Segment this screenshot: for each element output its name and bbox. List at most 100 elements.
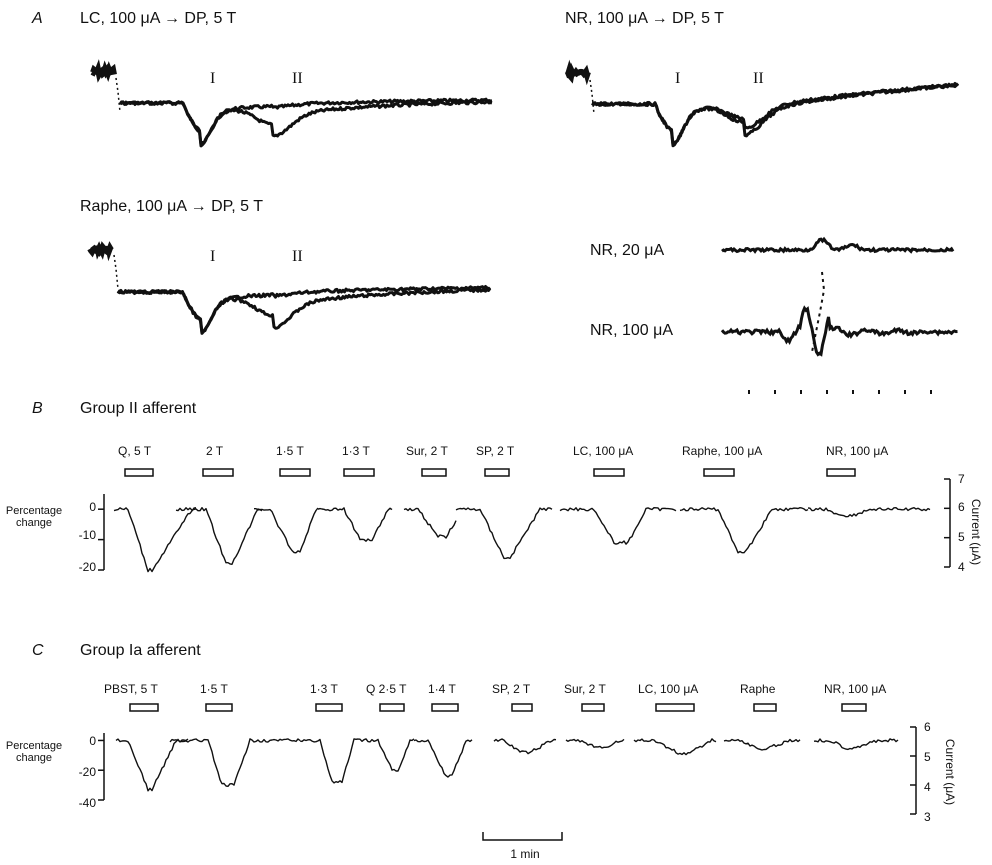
stim-label-c-5: SP, 2 T: [492, 682, 531, 696]
c-ylabel-left-line-1: Percentage: [5, 740, 63, 752]
c-trace-5: [493, 738, 557, 755]
b-stim-bar-6: [593, 468, 625, 477]
stim-label-c-2: 1·3 T: [310, 682, 338, 696]
c-ytick-left-0: 0: [89, 734, 96, 748]
b-ylabel-left: Percentage change: [4, 505, 64, 529]
b-ytick-left-0: 0: [89, 500, 96, 514]
b-stim-bar-5: [484, 468, 510, 477]
panel-a-traces: [87, 59, 960, 394]
time-marker-dot: [826, 390, 828, 394]
b-stim-bar-4: [421, 468, 447, 477]
nr20-trace: [721, 236, 955, 254]
b-stim-bar-3: [343, 468, 375, 477]
nr100-trace: [720, 305, 958, 357]
b-trace-1: [175, 507, 263, 565]
c-stim-bar-8: [753, 703, 777, 712]
nr-component-2-label: II: [753, 70, 764, 87]
lc-component-1-label: I: [210, 70, 216, 87]
raphe-component-2-label: II: [292, 248, 303, 265]
b-trace-0: [113, 507, 197, 573]
time-marker-dot: [930, 390, 932, 394]
stim-label-b-6: LC, 100 μA: [573, 444, 634, 458]
b-ytick-left-2: -20: [78, 560, 96, 574]
stim-label-b-7: Raphe, 100 μA: [682, 444, 763, 458]
lc-stim-artifact: [90, 59, 117, 83]
b-ylabel-left-line-1: Percentage: [5, 505, 63, 517]
lc-dashed-artifact: [115, 77, 121, 113]
panel-a-letter: A: [32, 10, 43, 27]
panel-b-traces: [98, 468, 951, 573]
time-marker-dot: [852, 390, 854, 394]
c-stim-bar-9: [841, 703, 867, 712]
nr-component-1-label: I: [675, 70, 681, 87]
stim-label-c-1: 1·5 T: [200, 682, 228, 696]
c-stim-bar-0: [129, 703, 159, 712]
stim-label-c-0: PBST, 5 T: [104, 682, 158, 696]
nr20-trace-label: NR, 20 μA: [590, 242, 665, 259]
raphe-stim-artifact: [87, 241, 114, 262]
panel-b-title: Group II afferent: [80, 400, 197, 417]
c-stim-bar-4: [431, 703, 459, 712]
stim-label-b-2: 1·5 T: [276, 444, 304, 458]
b-trace-8: [807, 507, 931, 518]
b-ytick-right-2: 5: [958, 530, 965, 544]
time-marker-dot: [800, 390, 802, 394]
raphe-dashed-artifact: [113, 254, 119, 290]
panel-a-raphe-title: Raphe, 100 μA → DP, 5 T: [80, 198, 263, 215]
c-ytick-right-3: 3: [924, 810, 931, 824]
panel-b-letter: B: [32, 400, 43, 417]
stim-label-c-3: Q 2·5 T: [366, 682, 407, 696]
lc-trace-2: [119, 99, 493, 147]
nr-stim-artifact: [564, 59, 591, 86]
raphe-component-1-label: I: [210, 248, 216, 265]
time-marker-dot: [774, 390, 776, 394]
b-ylabel-left-line-2: change: [15, 517, 53, 529]
nr-dashed-artifact: [589, 79, 595, 115]
c-stim-bar-6: [581, 703, 605, 712]
b-stim-bar-1: [202, 468, 234, 477]
stim-label-b-3: 1·3 T: [342, 444, 370, 458]
c-trace-2: [299, 738, 359, 784]
b-trace-4: [403, 507, 457, 539]
c-ytick-left-2: -40: [78, 796, 96, 810]
stim-label-c-8: Raphe: [740, 682, 776, 696]
b-ytick-right-3: 4: [958, 560, 965, 574]
c-trace-7: [633, 738, 717, 756]
stim-label-c-4: 1·4 T: [428, 682, 456, 696]
b-stim-bar-2: [279, 468, 311, 477]
b-trace-6: [559, 507, 677, 545]
c-ylabel-left: Percentage change: [4, 740, 64, 764]
nr-trace-2: [591, 82, 959, 147]
stim-label-c-7: LC, 100 μA: [638, 682, 699, 696]
stim-label-c-9: NR, 100 μA: [824, 682, 887, 696]
c-trace-9: [813, 738, 899, 751]
c-trace-1: [169, 738, 301, 787]
c-ytick-right-0: 6: [924, 720, 931, 734]
raphe-trace-2: [116, 286, 492, 335]
c-ytick-right-1: 5: [924, 750, 931, 764]
c-ytick-right-2: 4: [924, 780, 931, 794]
panel-c-title: Group Ia afferent: [80, 642, 201, 659]
c-stim-bar-5: [511, 703, 533, 712]
nr100-trace-label: NR, 100 μA: [590, 322, 674, 339]
time-marker-dot: [748, 390, 750, 394]
time-scale-bar: [482, 832, 563, 841]
b-ytick-right-0: 7: [958, 472, 965, 486]
b-stim-bar-8: [826, 468, 856, 477]
b-stim-bar-0: [124, 468, 154, 477]
c-trace-6: [565, 738, 625, 749]
c-stim-bar-7: [655, 703, 695, 712]
stim-label-c-6: Sur, 2 T: [564, 682, 606, 696]
stim-label-b-1: 2 T: [206, 444, 224, 458]
c-trace-8: [723, 738, 801, 751]
b-trace-2: [254, 507, 319, 554]
b-ytick-left-1: -10: [78, 528, 96, 542]
panel-a-nr-title: NR, 100 μA → DP, 5 T: [565, 10, 724, 27]
panel-c-traces: [98, 703, 917, 841]
b-stim-bar-7: [703, 468, 735, 477]
panel-a-lc-title: LC, 100 μA → DP, 5 T: [80, 10, 237, 27]
b-trace-5: [455, 507, 553, 560]
panel-c-letter: C: [32, 642, 44, 659]
lc-trace-1: [118, 97, 493, 148]
